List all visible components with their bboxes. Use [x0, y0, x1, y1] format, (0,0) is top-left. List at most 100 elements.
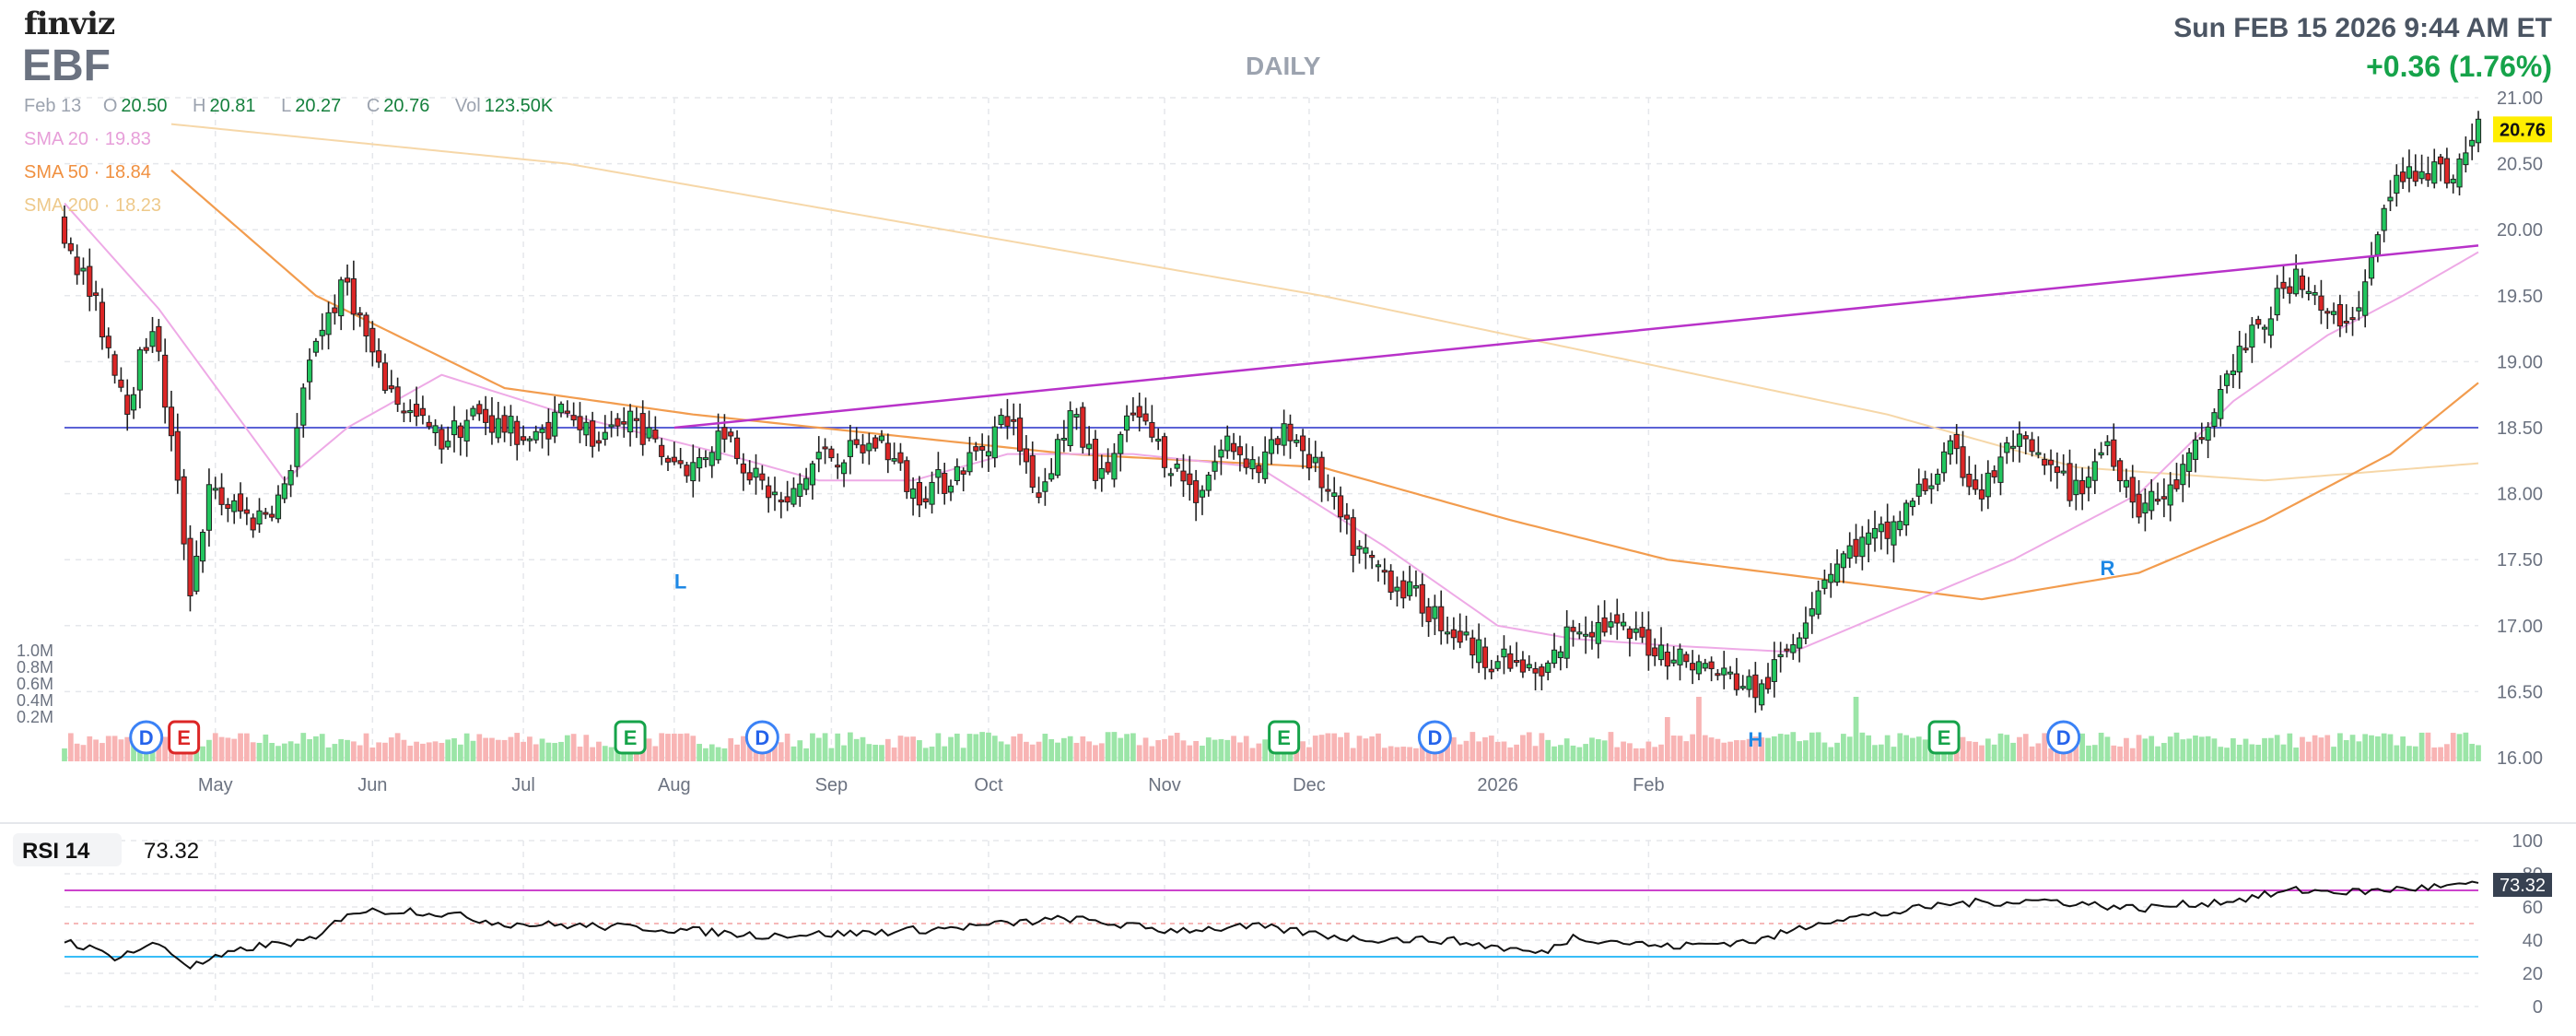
candle-body [1243, 458, 1249, 468]
volume-bar [1048, 738, 1055, 761]
candle-body [1444, 631, 1451, 635]
sma20-legend[interactable]: SMA 20 · 19.83 [24, 129, 151, 149]
candle-down [350, 260, 357, 331]
volume-bar [369, 748, 376, 761]
volume-bar [1356, 736, 1363, 761]
volume-bar [1784, 734, 1790, 761]
candle-body [1746, 676, 1752, 690]
candle-body [557, 403, 565, 414]
candle-body [1048, 473, 1055, 480]
candle-body [2463, 152, 2469, 166]
candle-up [1557, 645, 1563, 671]
candle-body [1563, 626, 1570, 659]
candle-body [1463, 631, 1469, 636]
candle-up [275, 485, 282, 524]
candle-body [2305, 290, 2312, 295]
candle-body [1514, 660, 1520, 664]
candle-body [954, 465, 960, 481]
volume-bar [2193, 736, 2198, 761]
volume-bar [2394, 745, 2400, 761]
candle-body [2318, 295, 2324, 312]
candle-body [1690, 663, 1696, 671]
candle-up [1935, 468, 1941, 491]
volume-bar [1708, 737, 1715, 761]
candle-up [1394, 576, 1400, 607]
candle-down [520, 425, 527, 445]
volume-bar [1979, 745, 1985, 761]
candle-body [162, 354, 169, 408]
candle-up [1249, 446, 1256, 480]
x-tick-label: Nov [1148, 775, 1181, 795]
volume-bar [1563, 738, 1570, 761]
candle-body [1092, 439, 1099, 481]
candle-body [174, 430, 181, 481]
candle-body [891, 458, 897, 462]
candle-body [583, 421, 590, 436]
candle-body [897, 452, 904, 464]
volume-bar [2091, 745, 2098, 761]
volume-bar [1407, 747, 1412, 761]
candle-down [973, 441, 979, 461]
candle-body [2242, 347, 2249, 351]
volume-bar [1187, 745, 1193, 761]
volume-bar [841, 745, 847, 761]
volume-bar [1991, 744, 1997, 761]
candle-body [419, 407, 426, 417]
candle-body [1419, 583, 1425, 614]
volume-bar [1136, 745, 1142, 761]
candle-body [332, 307, 338, 313]
sma200-legend[interactable]: SMA 200 · 18.23 [24, 195, 162, 216]
volume-bar [1312, 736, 1318, 761]
volume-bar [860, 736, 866, 761]
rsi-tick-label: 100 [2512, 831, 2543, 852]
candle-body [2029, 439, 2035, 453]
volume-bar [1985, 738, 1991, 761]
candle-body [2142, 502, 2149, 514]
volume-bar [1859, 732, 1866, 761]
candle-body [495, 418, 501, 439]
candle-down [916, 476, 923, 518]
candle-down [960, 467, 966, 492]
volume-bar [1739, 740, 1746, 761]
timeframe-label[interactable]: DAILY [1246, 52, 1321, 80]
candle-down [545, 408, 552, 456]
candle-up [2305, 277, 2312, 300]
candle-body [1909, 500, 1916, 508]
candle-body [1878, 524, 1884, 533]
candle-up [2142, 489, 2149, 532]
candle-body [935, 469, 942, 478]
candle-up [1356, 540, 1363, 564]
candle-body [1476, 639, 1482, 664]
candle-down [822, 438, 828, 465]
candle-body [2091, 461, 2098, 481]
volume-bar [746, 740, 753, 761]
volume-bar [401, 739, 407, 761]
candle-up [1375, 559, 1382, 582]
candle-up [432, 418, 439, 446]
finviz-logo[interactable]: finviz [24, 6, 115, 42]
candle-down [381, 353, 389, 394]
candle-body [294, 427, 300, 467]
volume-bar [111, 736, 118, 761]
candle-up [80, 257, 87, 285]
volume-bar [1790, 732, 1797, 761]
sma50-legend[interactable]: SMA 50 · 18.84 [24, 162, 151, 182]
x-tick-label: Jun [357, 775, 387, 795]
candle-up [1476, 623, 1482, 674]
candle-body [545, 421, 552, 440]
candle-body [2356, 307, 2362, 312]
candle-body [2010, 445, 2017, 449]
volume-bar [2331, 747, 2336, 761]
candle-body [1494, 661, 1501, 669]
candle-up [1846, 532, 1853, 569]
candle-body [87, 265, 93, 297]
rsi-label-box[interactable] [13, 833, 122, 866]
candle-body [1940, 451, 1948, 474]
last-price-label: 20.76 [2500, 120, 2546, 140]
candle-body [2343, 320, 2349, 324]
candle-body [1274, 438, 1281, 445]
volume-bar [847, 732, 853, 761]
volume-bar [1621, 741, 1626, 761]
volume-bar [2318, 737, 2324, 761]
